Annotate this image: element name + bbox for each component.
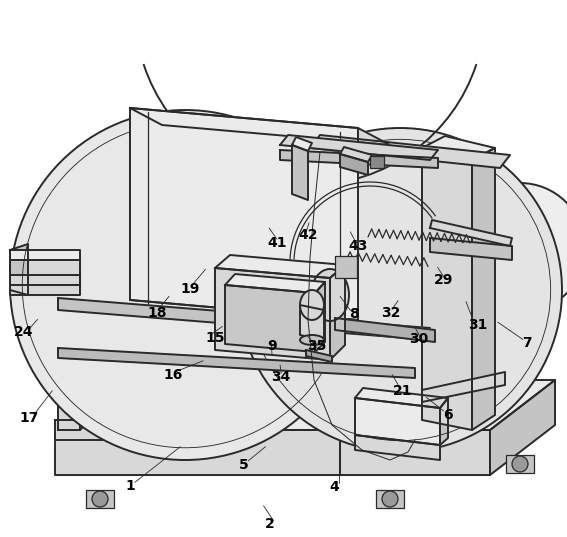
Polygon shape — [422, 372, 505, 402]
Circle shape — [238, 128, 562, 452]
Polygon shape — [422, 136, 495, 160]
Text: 17: 17 — [20, 411, 39, 425]
Polygon shape — [355, 435, 440, 460]
FancyBboxPatch shape — [86, 490, 114, 508]
Polygon shape — [315, 282, 325, 352]
Polygon shape — [292, 145, 308, 200]
Polygon shape — [225, 274, 325, 293]
Ellipse shape — [311, 269, 349, 321]
Text: 42: 42 — [299, 228, 318, 242]
Polygon shape — [430, 220, 512, 246]
Polygon shape — [215, 268, 330, 360]
Polygon shape — [292, 137, 312, 151]
Text: 35: 35 — [307, 339, 326, 353]
Ellipse shape — [300, 335, 324, 345]
Polygon shape — [430, 238, 512, 260]
Polygon shape — [280, 135, 438, 160]
Polygon shape — [58, 165, 80, 430]
Text: 6: 6 — [443, 408, 452, 422]
Polygon shape — [280, 150, 438, 168]
Polygon shape — [355, 388, 448, 408]
Text: 21: 21 — [393, 384, 412, 398]
Text: 5: 5 — [239, 458, 249, 471]
Polygon shape — [55, 420, 200, 440]
Polygon shape — [340, 430, 490, 475]
Text: 9: 9 — [268, 339, 277, 353]
Polygon shape — [80, 155, 95, 430]
Polygon shape — [130, 108, 358, 320]
Text: 2: 2 — [264, 517, 274, 531]
Polygon shape — [58, 348, 415, 378]
Polygon shape — [130, 108, 390, 145]
Polygon shape — [440, 398, 448, 445]
Text: 1: 1 — [125, 479, 136, 493]
Text: 24: 24 — [14, 325, 33, 339]
Polygon shape — [330, 265, 345, 360]
Polygon shape — [10, 250, 80, 260]
Polygon shape — [215, 255, 345, 278]
Text: 7: 7 — [523, 336, 532, 350]
Bar — [370, 156, 384, 168]
Circle shape — [512, 456, 528, 472]
Polygon shape — [306, 350, 332, 362]
Circle shape — [382, 491, 398, 507]
Text: 29: 29 — [434, 273, 453, 287]
Polygon shape — [422, 148, 472, 430]
Text: 41: 41 — [267, 236, 286, 250]
Circle shape — [10, 110, 360, 460]
Text: 43: 43 — [349, 239, 368, 253]
Polygon shape — [300, 305, 324, 340]
Polygon shape — [55, 380, 555, 430]
Polygon shape — [10, 260, 80, 285]
Ellipse shape — [300, 290, 324, 320]
Polygon shape — [200, 412, 218, 440]
Polygon shape — [490, 380, 555, 475]
Polygon shape — [355, 398, 440, 445]
Polygon shape — [472, 148, 495, 430]
Polygon shape — [10, 275, 80, 295]
Polygon shape — [335, 318, 435, 342]
Text: 30: 30 — [409, 332, 428, 346]
Text: 15: 15 — [206, 331, 225, 345]
Polygon shape — [225, 285, 315, 352]
Text: 4: 4 — [329, 480, 340, 494]
Polygon shape — [170, 200, 190, 420]
Polygon shape — [340, 147, 372, 162]
Text: 18: 18 — [148, 306, 167, 320]
Polygon shape — [58, 298, 430, 340]
Polygon shape — [310, 135, 510, 168]
Circle shape — [92, 491, 108, 507]
Bar — [335, 256, 357, 278]
Text: 8: 8 — [349, 307, 359, 321]
FancyBboxPatch shape — [506, 455, 534, 473]
Polygon shape — [58, 155, 95, 165]
Text: 31: 31 — [468, 318, 487, 332]
Text: 32: 32 — [382, 306, 401, 320]
Polygon shape — [55, 430, 340, 475]
Polygon shape — [10, 244, 28, 295]
Text: 19: 19 — [181, 282, 200, 296]
Polygon shape — [340, 154, 368, 175]
Text: 34: 34 — [272, 370, 291, 384]
Circle shape — [455, 183, 567, 313]
Text: 16: 16 — [163, 368, 183, 382]
FancyBboxPatch shape — [376, 490, 404, 508]
